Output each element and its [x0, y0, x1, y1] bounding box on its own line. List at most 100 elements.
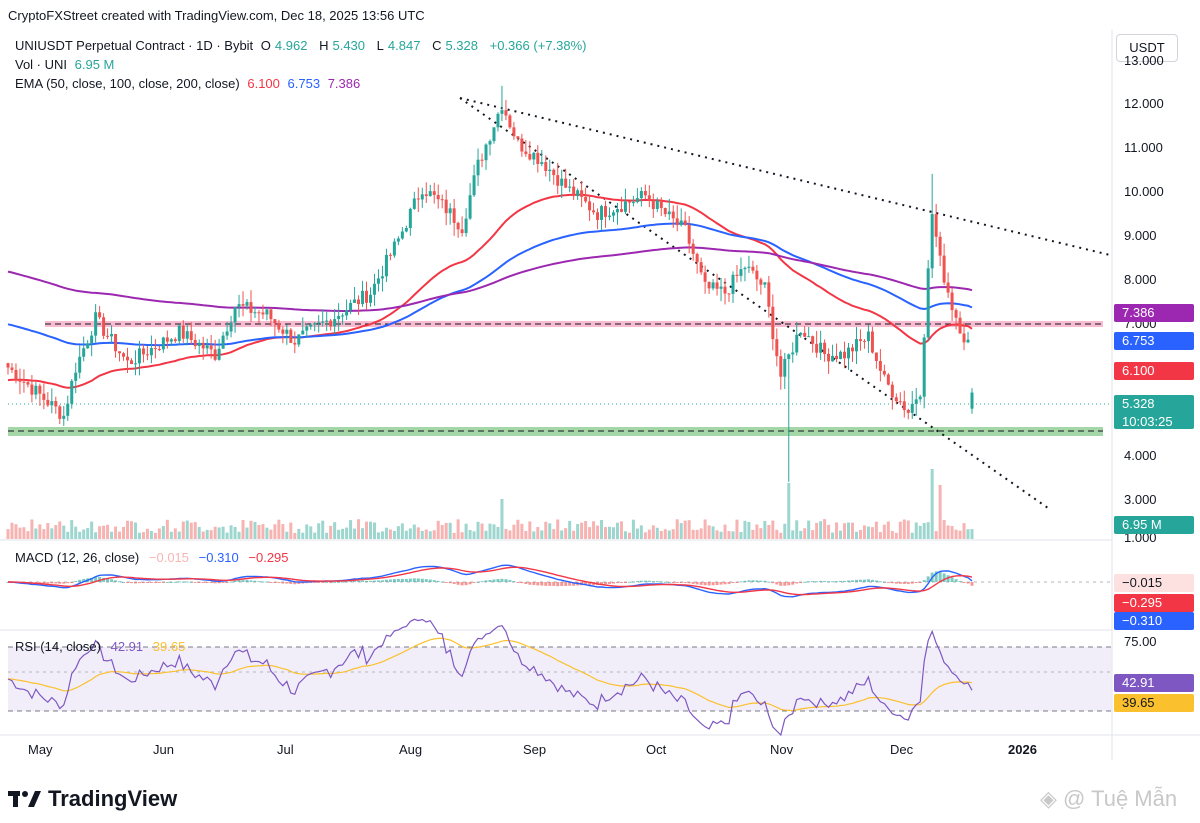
candle-body	[444, 199, 448, 214]
macd-hist-bar	[161, 582, 165, 583]
macd-hist-bar	[707, 582, 711, 586]
macd-hist-bar	[504, 579, 508, 582]
volume-legend[interactable]: Vol · UNI 6.95 M	[15, 57, 114, 72]
candle-body	[404, 227, 408, 232]
currency-button[interactable]: USDT	[1116, 34, 1178, 62]
candle-body	[500, 110, 504, 114]
candle-body	[368, 294, 372, 303]
volume-bar	[440, 524, 444, 539]
candle-body	[353, 299, 357, 303]
candle-body	[548, 169, 552, 172]
macd-hist-bar	[416, 578, 420, 582]
volume-bar	[249, 520, 253, 539]
volume-bar	[285, 531, 289, 539]
candle-body	[934, 214, 938, 237]
candle-body	[643, 191, 647, 196]
macd-hist-bar	[870, 579, 874, 582]
volume-tag: 6.95 M	[1114, 516, 1194, 534]
macd-hist-bar	[771, 582, 775, 584]
macd-hist-bar	[659, 581, 663, 583]
volume-bar	[424, 529, 428, 539]
volume-bar	[357, 519, 361, 539]
candle-body	[679, 220, 683, 226]
volume-bar	[659, 531, 663, 539]
volume-bar	[42, 529, 46, 539]
macd-hist-bar	[544, 582, 548, 586]
macd-hist-bar	[858, 579, 862, 582]
macd-hist-bar	[209, 582, 213, 583]
volume-bar	[783, 523, 787, 539]
time-axis-label: Aug	[399, 742, 423, 757]
candle-body	[651, 200, 655, 209]
macd-hist-bar	[719, 582, 723, 585]
volume-bar	[98, 526, 102, 539]
ema-legend[interactable]: EMA (50, close, 100, close, 200, close) …	[15, 76, 360, 91]
volume-bar	[10, 522, 14, 539]
candle-body	[970, 392, 974, 409]
volume-bar	[548, 523, 552, 539]
volume-bar	[157, 528, 161, 539]
candle-body	[257, 312, 261, 314]
macd-hist-bar	[169, 581, 173, 583]
macd-hist-bar	[966, 582, 970, 584]
candle-body	[412, 198, 416, 209]
macd-hist-bar	[811, 581, 815, 583]
candle-body	[667, 211, 671, 215]
volume-bar	[839, 530, 843, 539]
candle-body	[98, 312, 102, 318]
volume-bar	[751, 529, 755, 539]
volume-bar	[647, 529, 651, 539]
volume-bar	[66, 531, 70, 539]
volume-bar	[361, 528, 365, 539]
candle-body	[384, 254, 388, 277]
symbol-legend[interactable]: UNIUSDT Perpetual Contract · 1D · Bybit …	[15, 38, 590, 53]
rsi-legend[interactable]: RSI (14, close) 42.91 39.65	[15, 639, 185, 654]
candle-body	[496, 113, 500, 128]
volume-bar	[544, 521, 548, 539]
volume-bar	[711, 526, 715, 539]
volume-bar	[922, 523, 926, 539]
macd-hist-bar	[106, 578, 110, 582]
volume-bar	[500, 499, 504, 539]
volume-bar	[683, 520, 687, 539]
rsi-tag: 42.91	[1114, 674, 1194, 692]
candle-body	[261, 312, 265, 315]
volume-bar	[831, 532, 835, 539]
macd-hist-bar	[42, 582, 46, 584]
volume-bar	[464, 523, 468, 539]
volume-bar	[209, 530, 213, 539]
macd-hist-bar	[329, 582, 333, 583]
macd-hist-bar	[448, 582, 452, 584]
candle-body	[600, 206, 604, 220]
macd-hist-bar	[560, 582, 564, 586]
volume-bar	[950, 525, 954, 539]
macd-hist-bar	[611, 582, 615, 584]
macd-hist-bar	[345, 581, 349, 583]
volume-bar	[46, 523, 50, 539]
candle-body	[508, 115, 512, 128]
candle-body	[376, 278, 380, 284]
volume-bar	[448, 522, 452, 539]
macd-hist-bar	[464, 582, 468, 586]
candle-body	[512, 127, 516, 137]
candle-body	[910, 403, 914, 413]
macd-legend[interactable]: MACD (12, 26, close) −0.015 −0.310 −0.29…	[15, 550, 289, 565]
tradingview-logo[interactable]: TradingView	[8, 786, 177, 812]
macd-hist-bar	[671, 582, 675, 583]
macd-hist-bar	[321, 582, 325, 583]
macd-hist-bar	[727, 582, 731, 584]
candle-body	[886, 374, 890, 385]
candle-body	[576, 190, 580, 197]
macd-hist-bar	[285, 582, 289, 584]
volume-bar	[118, 531, 122, 539]
volume-bar	[34, 528, 38, 539]
macd-hist-bar	[500, 578, 504, 582]
candle-body	[803, 332, 807, 337]
candle-body	[357, 299, 361, 305]
candle-body	[46, 399, 50, 406]
volume-bar	[819, 521, 823, 539]
macd-hist-value: −0.015	[148, 550, 190, 565]
macd-hist-bar	[839, 580, 843, 582]
volume-bar	[38, 524, 42, 539]
